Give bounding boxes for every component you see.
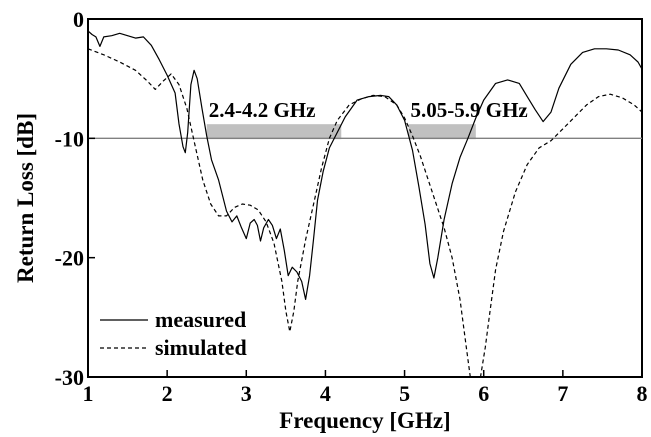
x-tick-label: 5 xyxy=(399,381,410,406)
y-tick-label: -10 xyxy=(55,126,84,151)
frequency-bands: 2.4-4.2 GHz 5.05-5.9 GHz xyxy=(206,98,528,140)
band-bar-1 xyxy=(206,124,342,140)
x-tick-label: 1 xyxy=(83,381,94,406)
y-tick-label: 0 xyxy=(73,7,84,32)
y-tick-label: -20 xyxy=(55,246,84,271)
legend-simulated-label: simulated xyxy=(155,335,247,360)
legend: measured simulated xyxy=(100,307,247,360)
band-bar-2 xyxy=(408,124,476,140)
y-tick-label: -30 xyxy=(55,365,84,390)
x-tick-label: 2 xyxy=(162,381,173,406)
series-line-simulated xyxy=(87,48,643,378)
series-group xyxy=(87,30,643,378)
x-tick-label: 7 xyxy=(557,381,568,406)
x-axis-label: Frequency [GHz] xyxy=(279,408,450,433)
band-label-1: 2.4-4.2 GHz xyxy=(209,98,316,122)
x-tick-label: 4 xyxy=(320,381,331,406)
plot-frame xyxy=(87,18,643,378)
x-tick-label: 3 xyxy=(241,381,252,406)
y-axis-label: Return Loss [dB] xyxy=(13,113,38,283)
x-tick-label: 6 xyxy=(478,381,489,406)
band-label-2: 5.05-5.9 GHz xyxy=(411,98,528,122)
legend-measured-label: measured xyxy=(155,307,246,332)
series-line-measured xyxy=(87,30,643,300)
axis-ticks: 1 2 3 4 5 6 7 8 0 -10 -20 -30 xyxy=(55,7,648,406)
x-tick-label: 8 xyxy=(637,381,648,406)
